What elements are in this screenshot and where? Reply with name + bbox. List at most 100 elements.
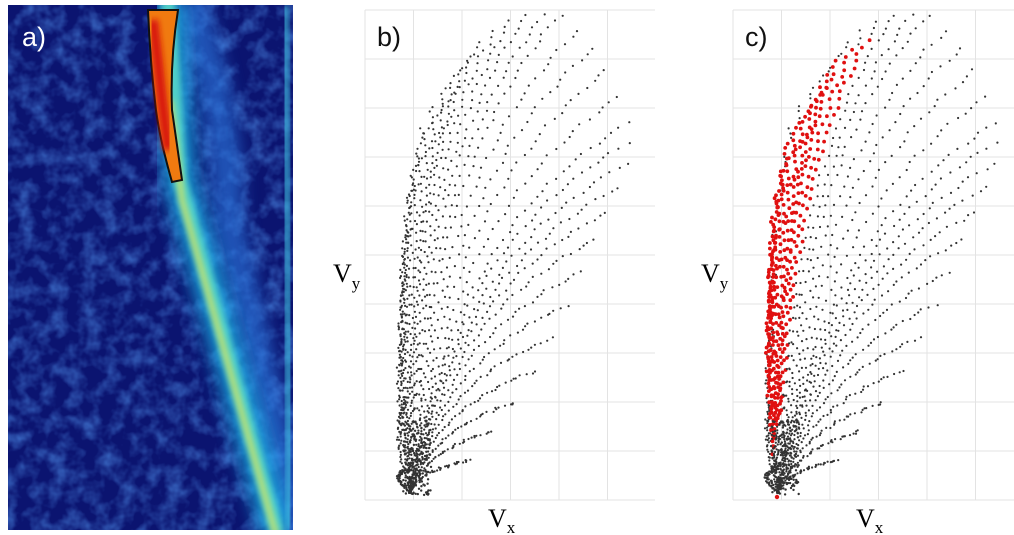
- point: [411, 227, 414, 230]
- point: [411, 355, 414, 358]
- point: [553, 117, 556, 120]
- point: [406, 419, 409, 423]
- point: [929, 255, 932, 258]
- point: [460, 425, 463, 428]
- highlight-point: [792, 177, 797, 182]
- point: [499, 344, 502, 347]
- point: [792, 316, 795, 319]
- point: [536, 20, 539, 24]
- point: [857, 76, 860, 79]
- point: [829, 214, 832, 217]
- point: [789, 132, 792, 135]
- point: [433, 470, 436, 473]
- point: [410, 176, 413, 179]
- highlight-point: [771, 366, 776, 371]
- point: [446, 326, 449, 329]
- point: [505, 289, 508, 292]
- point: [874, 359, 877, 362]
- point: [785, 476, 788, 479]
- point: [866, 293, 869, 296]
- point: [828, 347, 831, 350]
- point: [465, 281, 468, 284]
- point: [467, 437, 470, 441]
- point: [420, 248, 423, 252]
- point: [788, 442, 791, 445]
- point: [823, 320, 826, 323]
- point: [426, 168, 429, 171]
- point: [818, 447, 821, 450]
- point: [413, 204, 416, 207]
- point: [399, 450, 402, 454]
- point: [795, 281, 798, 285]
- point: [913, 125, 916, 128]
- highlight-point: [793, 159, 797, 164]
- point: [412, 276, 415, 279]
- point: [862, 348, 865, 351]
- point: [506, 318, 510, 321]
- highlight-point: [810, 177, 815, 181]
- point: [439, 406, 442, 409]
- point: [417, 269, 420, 272]
- point: [399, 313, 402, 316]
- point: [490, 267, 493, 270]
- point: [802, 349, 805, 352]
- point: [567, 235, 570, 238]
- highlight-point: [794, 260, 799, 264]
- point: [406, 336, 409, 339]
- point: [826, 413, 829, 416]
- highlight-point: [782, 211, 786, 216]
- point: [789, 460, 793, 463]
- point: [900, 263, 903, 266]
- point: [460, 213, 463, 217]
- point: [487, 59, 490, 62]
- point: [441, 450, 444, 453]
- point: [434, 436, 437, 440]
- point: [414, 266, 417, 270]
- point: [485, 432, 488, 435]
- point: [469, 403, 472, 406]
- point: [416, 155, 419, 158]
- point: [457, 329, 460, 332]
- point: [406, 390, 409, 393]
- point: [895, 280, 898, 283]
- point: [463, 163, 466, 166]
- point: [403, 332, 406, 335]
- point: [809, 364, 812, 367]
- point: [448, 132, 452, 135]
- point: [451, 338, 454, 341]
- point: [421, 299, 424, 302]
- point: [816, 373, 820, 377]
- point: [906, 40, 909, 43]
- point: [775, 471, 778, 474]
- point: [797, 444, 800, 447]
- point: [861, 365, 864, 368]
- point: [790, 404, 793, 407]
- point: [473, 401, 476, 404]
- point: [403, 252, 406, 255]
- point: [897, 235, 900, 238]
- point: [769, 479, 773, 482]
- highlight-point: [776, 392, 780, 397]
- point: [453, 194, 457, 197]
- point: [764, 438, 767, 441]
- point: [414, 189, 417, 192]
- point: [567, 305, 570, 308]
- highlight-point: [867, 38, 872, 43]
- point: [452, 444, 455, 447]
- point: [403, 432, 406, 435]
- point: [849, 282, 852, 285]
- point: [567, 277, 570, 280]
- point: [841, 309, 845, 312]
- point: [792, 488, 795, 492]
- point: [473, 339, 476, 342]
- point: [404, 234, 407, 237]
- point: [496, 139, 499, 142]
- point: [476, 55, 480, 58]
- point: [473, 214, 476, 217]
- point: [531, 372, 535, 375]
- point: [398, 477, 401, 480]
- point: [888, 129, 891, 132]
- point: [395, 475, 399, 478]
- point: [909, 32, 912, 35]
- point: [409, 285, 412, 288]
